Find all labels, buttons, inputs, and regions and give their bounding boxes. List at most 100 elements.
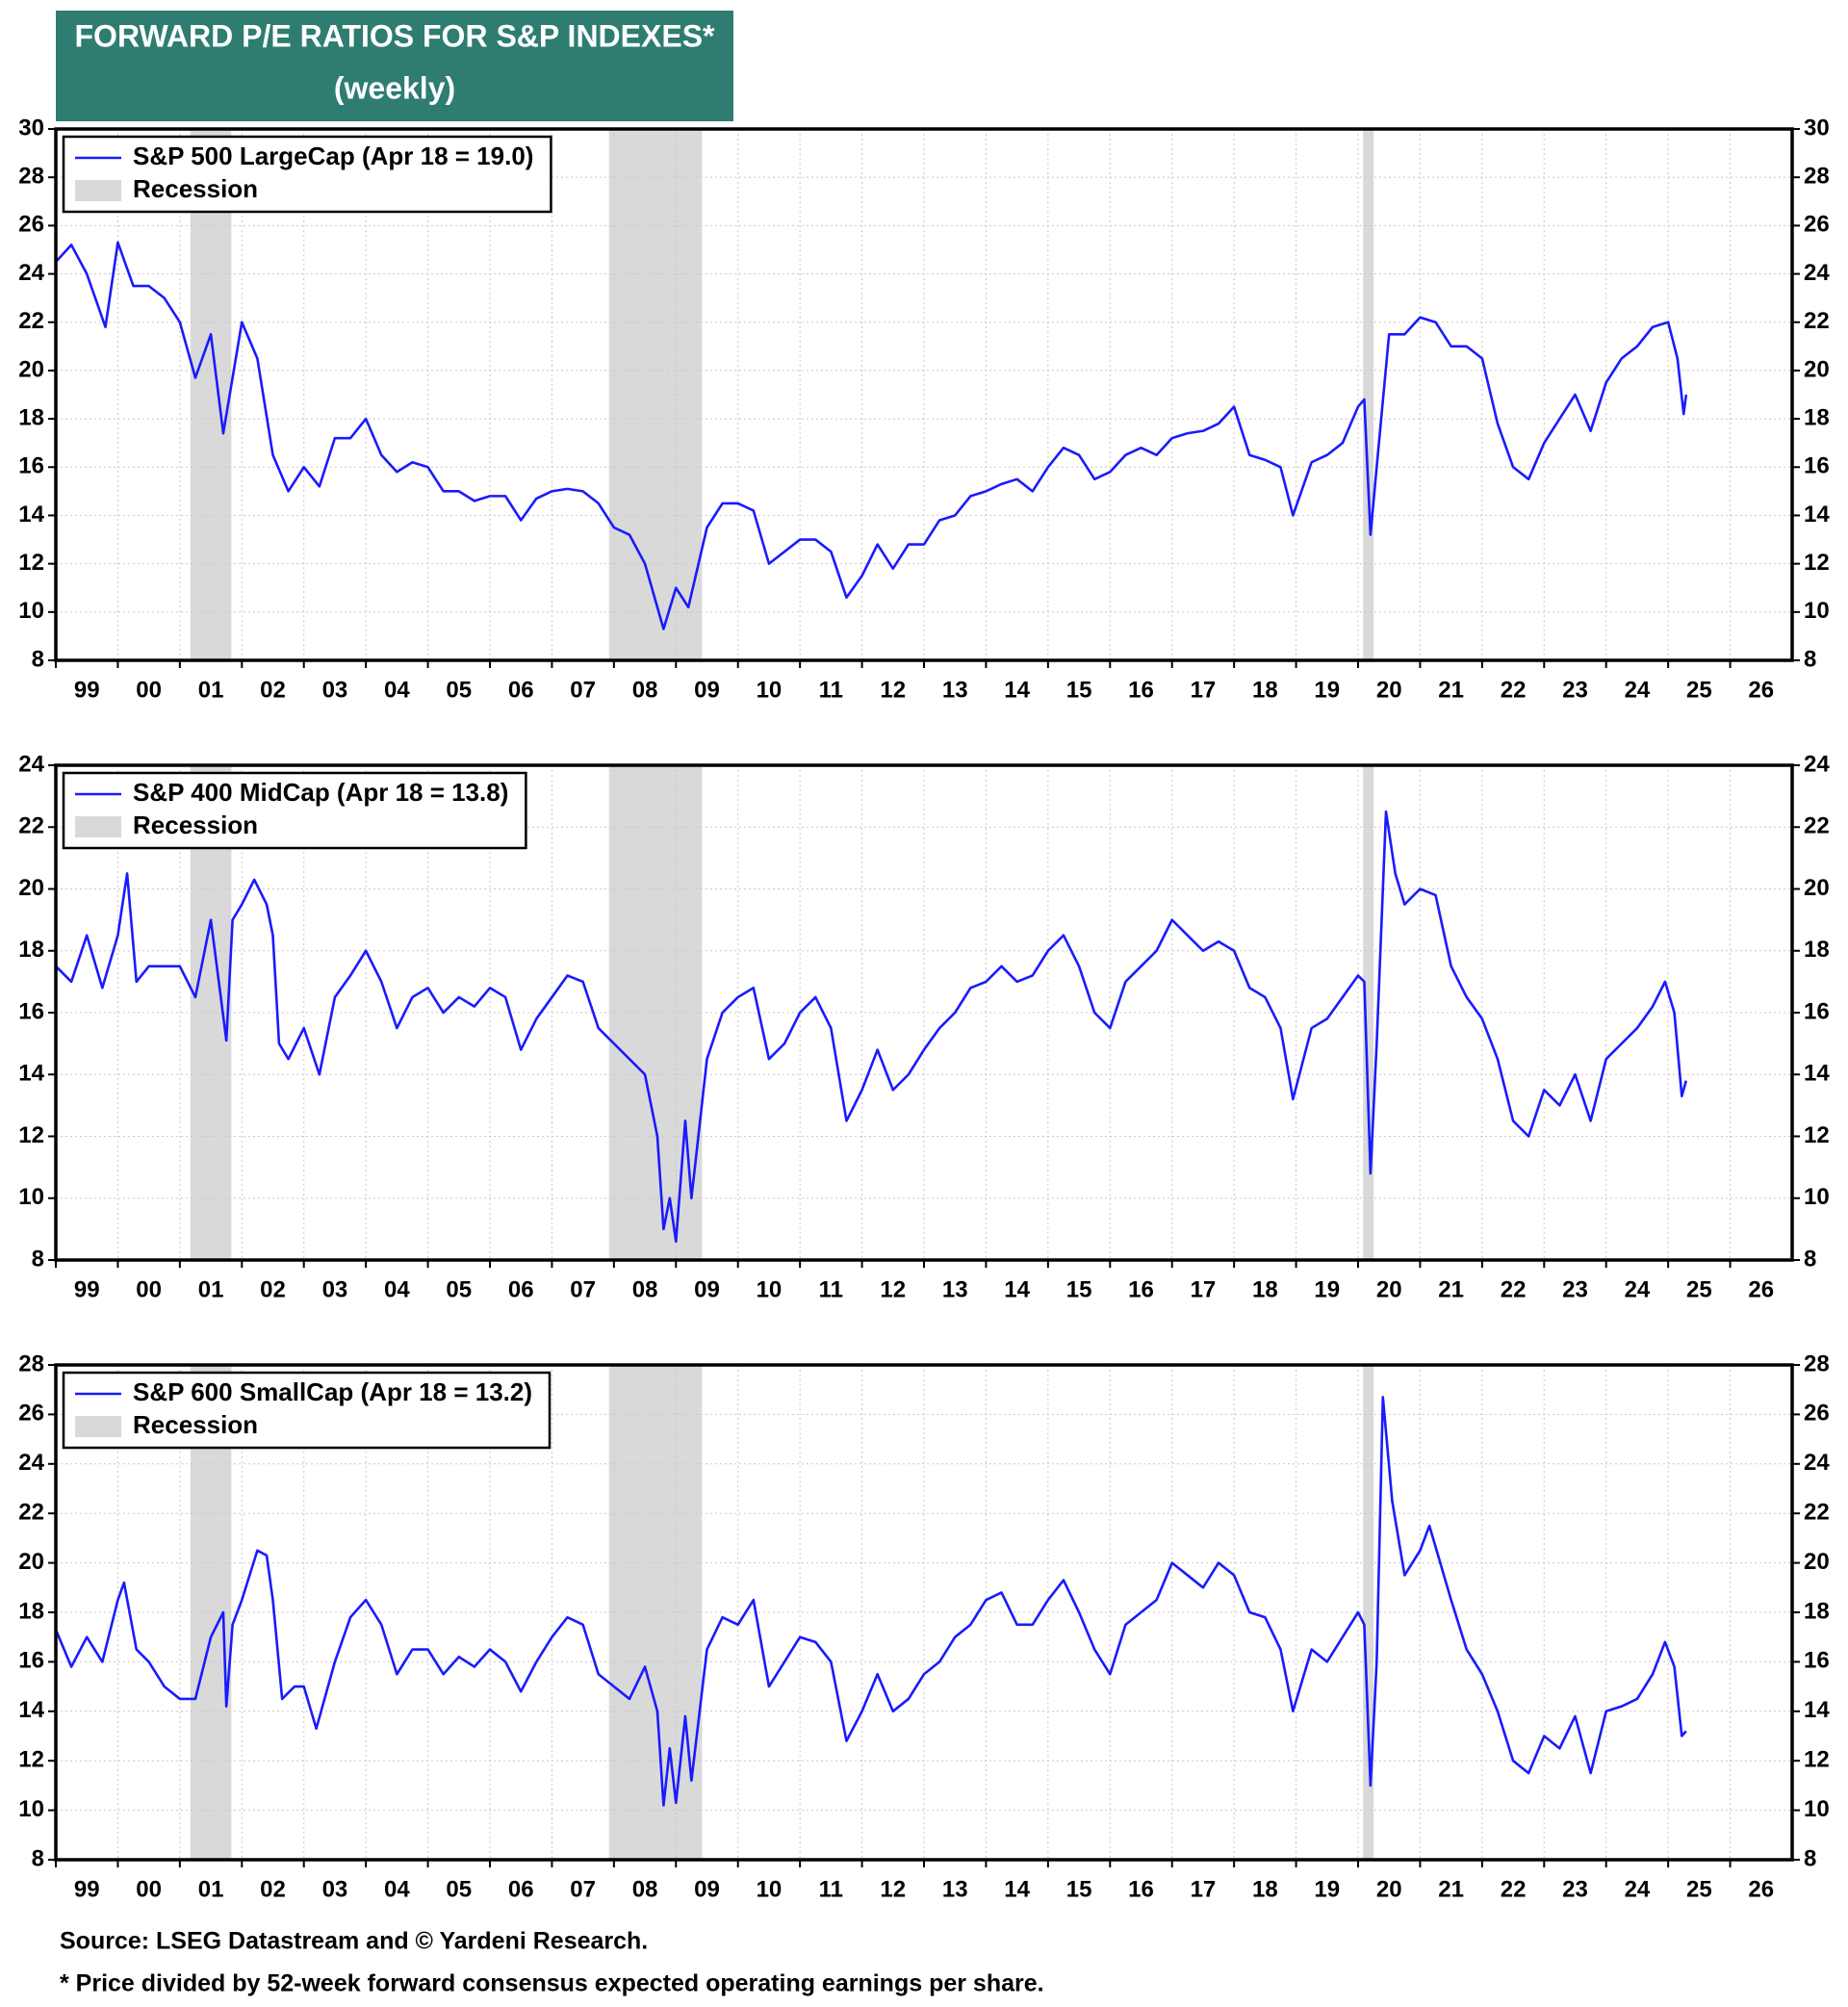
y2-tick-label: 12 bbox=[1804, 1747, 1830, 1773]
x-tick-label: 11 bbox=[819, 677, 843, 703]
y2-tick-label: 22 bbox=[1804, 308, 1830, 334]
y-tick-label: 22 bbox=[18, 1500, 44, 1526]
x-tick-label: 16 bbox=[1128, 677, 1154, 703]
y2-tick-label: 24 bbox=[1804, 751, 1830, 777]
x-tick-label: 08 bbox=[632, 1276, 658, 1302]
y2-tick-label: 24 bbox=[1804, 1450, 1830, 1476]
legend-label: Recession bbox=[133, 811, 258, 839]
x-tick-label: 19 bbox=[1314, 1876, 1340, 1902]
x-tick-label: 05 bbox=[446, 677, 472, 703]
y-tick-label: 12 bbox=[18, 1747, 44, 1773]
title-box bbox=[56, 11, 733, 121]
x-tick-label: 00 bbox=[136, 1276, 162, 1302]
x-tick-label: 08 bbox=[632, 1876, 658, 1902]
y-tick-label: 24 bbox=[18, 1450, 44, 1476]
footnote: * Price divided by 52-week forward conse… bbox=[60, 1970, 1044, 1997]
x-tick-label: 25 bbox=[1686, 1276, 1712, 1302]
recession-band bbox=[1363, 1365, 1374, 1860]
y-tick-label: 14 bbox=[18, 1061, 44, 1087]
legend-swatch bbox=[75, 816, 121, 837]
x-tick-label: 14 bbox=[1004, 1876, 1030, 1902]
legend-box bbox=[62, 771, 527, 850]
y-tick-label: 18 bbox=[18, 937, 44, 963]
x-tick-label: 24 bbox=[1625, 1276, 1651, 1302]
y-tick-label: 22 bbox=[18, 308, 44, 334]
legend-swatch bbox=[75, 180, 121, 201]
legend-label: Recession bbox=[133, 1410, 258, 1439]
x-tick-label: 13 bbox=[942, 1276, 968, 1302]
x-tick-label: 99 bbox=[74, 1876, 100, 1902]
legend: S&P 600 SmallCap (Apr 18 = 13.2) Recessio… bbox=[62, 1371, 552, 1450]
y2-tick-label: 14 bbox=[1804, 1697, 1830, 1723]
x-tick-label: 02 bbox=[260, 677, 286, 703]
x-tick-label: 24 bbox=[1625, 1876, 1651, 1902]
x-tick-label: 08 bbox=[632, 677, 658, 703]
x-tick-label: 04 bbox=[384, 677, 410, 703]
x-tick-label: 15 bbox=[1066, 1276, 1092, 1302]
x-tick-label: 17 bbox=[1191, 677, 1217, 703]
y-tick-label: 12 bbox=[18, 550, 44, 576]
x-tick-label: 20 bbox=[1376, 1876, 1402, 1902]
x-tick-label: 06 bbox=[508, 677, 534, 703]
legend-label: Recession bbox=[133, 174, 258, 203]
y-tick-label: 30 bbox=[18, 115, 44, 141]
x-tick-label: 23 bbox=[1562, 1876, 1588, 1902]
x-tick-label: 18 bbox=[1252, 677, 1278, 703]
x-tick-label: 21 bbox=[1438, 1276, 1464, 1302]
y-tick-label: 26 bbox=[18, 212, 44, 238]
x-tick-label: 11 bbox=[819, 1876, 843, 1902]
y2-tick-label: 8 bbox=[1804, 1246, 1816, 1272]
x-tick-label: 12 bbox=[880, 677, 906, 703]
y-tick-label: 28 bbox=[18, 1351, 44, 1377]
y-tick-label: 10 bbox=[18, 1184, 44, 1210]
x-tick-label: 10 bbox=[757, 1876, 783, 1902]
x-tick-label: 03 bbox=[322, 1876, 348, 1902]
recession-band bbox=[190, 129, 232, 660]
y2-tick-label: 10 bbox=[1804, 1796, 1830, 1822]
y-tick-label: 20 bbox=[18, 356, 44, 382]
x-tick-label: 14 bbox=[1004, 1276, 1030, 1302]
plot-frame bbox=[54, 763, 1794, 1262]
x-tick-label: 17 bbox=[1191, 1276, 1217, 1302]
y2-tick-label: 20 bbox=[1804, 1549, 1830, 1575]
recession-band bbox=[608, 129, 703, 660]
data-line bbox=[54, 1396, 1687, 1807]
x-tick-label: 14 bbox=[1004, 677, 1030, 703]
x-tick-label: 21 bbox=[1438, 677, 1464, 703]
y-tick-label: 26 bbox=[18, 1401, 44, 1427]
plot-frame bbox=[54, 127, 1794, 662]
x-tick-label: 03 bbox=[322, 677, 348, 703]
x-tick-label: 26 bbox=[1748, 1876, 1774, 1902]
y2-tick-label: 28 bbox=[1804, 164, 1830, 190]
y2-tick-label: 26 bbox=[1804, 212, 1830, 238]
y-tick-label: 16 bbox=[18, 453, 44, 479]
chart-subtitle: (weekly) bbox=[334, 70, 455, 105]
x-tick-label: 01 bbox=[198, 1276, 224, 1302]
x-tick-label: 07 bbox=[570, 1276, 596, 1302]
x-tick-label: 99 bbox=[74, 677, 100, 703]
y-tick-label: 16 bbox=[18, 998, 44, 1024]
x-tick-label: 24 bbox=[1625, 677, 1651, 703]
x-tick-label: 00 bbox=[136, 1876, 162, 1902]
y2-tick-label: 22 bbox=[1804, 1500, 1830, 1526]
y2-tick-label: 14 bbox=[1804, 1061, 1830, 1087]
x-tick-label: 16 bbox=[1128, 1276, 1154, 1302]
y-tick-label: 16 bbox=[18, 1648, 44, 1674]
y2-tick-label: 10 bbox=[1804, 598, 1830, 624]
y2-tick-label: 16 bbox=[1804, 453, 1830, 479]
x-tick-label: 19 bbox=[1314, 677, 1340, 703]
y2-tick-label: 24 bbox=[1804, 260, 1830, 286]
y2-tick-label: 12 bbox=[1804, 550, 1830, 576]
x-tick-label: 09 bbox=[694, 1876, 720, 1902]
x-tick-label: 10 bbox=[757, 677, 783, 703]
y-tick-label: 14 bbox=[18, 502, 44, 527]
y-tick-label: 20 bbox=[18, 875, 44, 901]
x-tick-label: 01 bbox=[198, 677, 224, 703]
x-tick-label: 02 bbox=[260, 1876, 286, 1902]
x-tick-label: 17 bbox=[1191, 1876, 1217, 1902]
x-tick-label: 16 bbox=[1128, 1876, 1154, 1902]
y2-tick-label: 20 bbox=[1804, 356, 1830, 382]
x-tick-label: 22 bbox=[1501, 1276, 1527, 1302]
data-line bbox=[55, 810, 1688, 1244]
